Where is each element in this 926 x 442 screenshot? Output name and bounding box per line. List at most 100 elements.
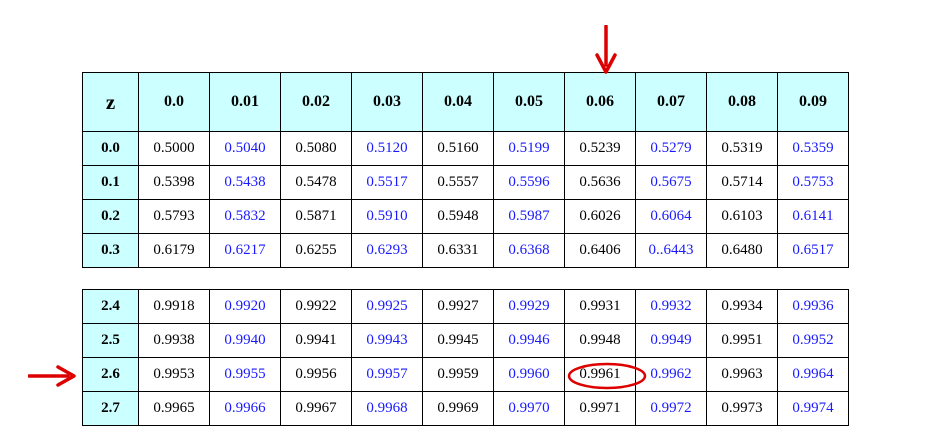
table-cell: 0.5753 (777, 165, 849, 200)
table-cell: 0.6064 (635, 199, 707, 234)
table-cell: 0.9963 (706, 357, 778, 392)
table-cell: 0.6368 (493, 233, 565, 268)
table-cell: 0.9934 (706, 289, 778, 324)
table-cell: 0.9946 (493, 323, 565, 358)
column-header-0-06: 0.06 (564, 72, 636, 132)
table-cell: 0.5438 (209, 165, 281, 200)
table-cell: 0.9974 (777, 391, 849, 426)
row-z-label: 0.1 (82, 165, 139, 200)
table-cell: 0.5871 (280, 199, 352, 234)
column-header-0-08: 0.08 (706, 72, 778, 132)
table-cell: 0.5279 (635, 131, 707, 166)
table-cell: 0.9936 (777, 289, 849, 324)
arrow-right-icon (28, 365, 76, 387)
table-row: 0.2 0.5793 0.5832 0.5871 0.5910 0.5948 0… (82, 199, 849, 234)
table-cell: 0.9940 (209, 323, 281, 358)
table-cell: 0.9918 (138, 289, 210, 324)
table-row-highlighted: 2.6 0.9953 0.9955 0.9956 0.9957 0.9959 0… (82, 357, 849, 392)
table-cell: 0.5040 (209, 131, 281, 166)
table-cell: 0.5199 (493, 131, 565, 166)
table-cell: 0.9966 (209, 391, 281, 426)
arrow-down-icon (595, 25, 617, 74)
table-cell: 0.5319 (706, 131, 778, 166)
highlight-circle-icon (567, 362, 647, 390)
table-cell: 0.9951 (706, 323, 778, 358)
z-header-cell: z (82, 72, 139, 132)
row-z-label: 2.4 (82, 289, 139, 324)
table-row: 2.5 0.9938 0.9940 0.9941 0.9943 0.9945 0… (82, 323, 849, 358)
table-cell: 0.9956 (280, 357, 352, 392)
table-row: 0.0 0.5000 0.5040 0.5080 0.5120 0.5160 0… (82, 131, 849, 166)
table-cell: 0.5910 (351, 199, 423, 234)
table-cell: 0.9965 (138, 391, 210, 426)
table-cell: 0.5596 (493, 165, 565, 200)
table-cell: 0.5987 (493, 199, 565, 234)
table-cell: 0.5636 (564, 165, 636, 200)
table-cell: 0.9949 (635, 323, 707, 358)
table-cell: 0..6443 (635, 233, 707, 268)
table-cell: 0.9953 (138, 357, 210, 392)
table-cell: 0.9971 (564, 391, 636, 426)
table-cell: 0.9970 (493, 391, 565, 426)
column-header-0-03: 0.03 (351, 72, 423, 132)
table-cell: 0.5080 (280, 131, 352, 166)
table-cell: 0.9957 (351, 357, 423, 392)
table-cell: 0.9932 (635, 289, 707, 324)
column-header-0-04: 0.04 (422, 72, 494, 132)
table-cell: 0.5000 (138, 131, 210, 166)
row-z-label: 2.7 (82, 391, 139, 426)
row-z-label: 2.6 (82, 357, 139, 392)
table-cell: 0.6217 (209, 233, 281, 268)
table-cell: 0.9943 (351, 323, 423, 358)
table-cell: 0.9973 (706, 391, 778, 426)
table-cell: 0.5398 (138, 165, 210, 200)
table-cell: 0.5557 (422, 165, 494, 200)
table-cell: 0.5120 (351, 131, 423, 166)
table-cell: 0.9941 (280, 323, 352, 358)
z-table-top: z 0.0 0.01 0.02 0.03 0.04 0.05 0.06 0.07… (82, 72, 849, 268)
table-cell: 0.9945 (422, 323, 494, 358)
column-header-0-01: 0.01 (209, 72, 281, 132)
table-cell: 0.9931 (564, 289, 636, 324)
table-cell: 0.6406 (564, 233, 636, 268)
table-cell: 0.9922 (280, 289, 352, 324)
row-z-label: 0.2 (82, 199, 139, 234)
table-cell: 0.9920 (209, 289, 281, 324)
table-cell: 0.6103 (706, 199, 778, 234)
table-cell: 0.9925 (351, 289, 423, 324)
table-cell: 0.5948 (422, 199, 494, 234)
table-cell: 0.9929 (493, 289, 565, 324)
table-cell: 0.9960 (493, 357, 565, 392)
table-cell: 0.6026 (564, 199, 636, 234)
row-z-label: 2.5 (82, 323, 139, 358)
column-header-0-07: 0.07 (635, 72, 707, 132)
table-cell: 0.6293 (351, 233, 423, 268)
table-cell: 0.5239 (564, 131, 636, 166)
table-row: 0.1 0.5398 0.5438 0.5478 0.5517 0.5557 0… (82, 165, 849, 200)
table-cell: 0.9972 (635, 391, 707, 426)
table-cell: 0.9959 (422, 357, 494, 392)
table-cell: 0.5517 (351, 165, 423, 200)
table-cell: 0.5832 (209, 199, 281, 234)
table-cell: 0.9968 (351, 391, 423, 426)
table-cell: 0.9948 (564, 323, 636, 358)
table-cell: 0.9969 (422, 391, 494, 426)
column-header-0-09: 0.09 (777, 72, 849, 132)
table-row: 2.7 0.9965 0.9966 0.9967 0.9968 0.9969 0… (82, 391, 849, 426)
column-header-0-05: 0.05 (493, 72, 565, 132)
table-cell: 0.6517 (777, 233, 849, 268)
table-cell: 0.6141 (777, 199, 849, 234)
table-cell: 0.6179 (138, 233, 210, 268)
z-table-bottom: 2.4 0.9918 0.9920 0.9922 0.9925 0.9927 0… (82, 289, 849, 426)
table-cell: 0.9952 (777, 323, 849, 358)
table-row: 0.3 0.6179 0.6217 0.6255 0.6293 0.6331 0… (82, 233, 849, 268)
table-cell: 0.5793 (138, 199, 210, 234)
column-header-0-02: 0.02 (280, 72, 352, 132)
table-cell: 0.5359 (777, 131, 849, 166)
table-header-row: z 0.0 0.01 0.02 0.03 0.04 0.05 0.06 0.07… (82, 72, 849, 132)
table-cell: 0.9927 (422, 289, 494, 324)
table-cell: 0.9955 (209, 357, 281, 392)
table-cell: 0.6480 (706, 233, 778, 268)
table-cell: 0.9938 (138, 323, 210, 358)
row-z-label: 0.3 (82, 233, 139, 268)
